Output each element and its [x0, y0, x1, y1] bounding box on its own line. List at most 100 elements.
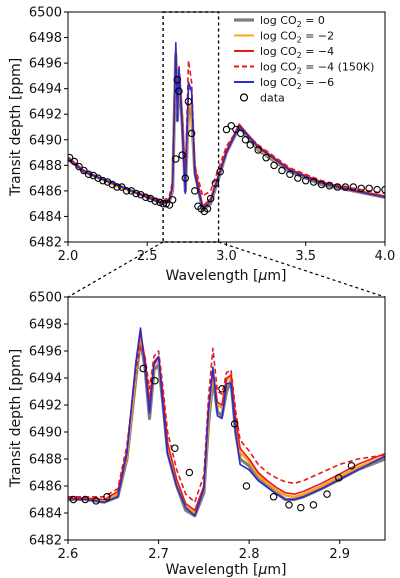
top-data-point	[373, 185, 381, 194]
legend-label-suffix: = −4 (150K)	[302, 61, 375, 74]
top-x-axis-label-post: m]	[267, 268, 286, 284]
top-y-tick-label: 6490	[29, 133, 62, 148]
top-x-tick-label: 2.0	[58, 249, 79, 264]
bottom-plot-frame	[67, 296, 386, 541]
top-data-point	[232, 125, 240, 134]
top-data-point	[333, 183, 342, 191]
top-data-point	[175, 87, 183, 95]
top-data-point	[151, 197, 159, 205]
top-data-point	[254, 146, 262, 154]
bot-y-tick-label: 6486	[29, 480, 62, 495]
top-data-point	[216, 167, 224, 176]
bot-data-point	[69, 495, 78, 504]
bottom-x-axis-label-mu: μ	[257, 562, 267, 578]
bottom-x-axis-label-post: m]	[267, 562, 286, 578]
top-data-point	[357, 184, 365, 193]
legend-label-1: log CO2 = −2	[260, 30, 334, 45]
top-x-axis-label: Wavelength [μm]	[166, 268, 287, 284]
bot-y-tick-label: 6494	[29, 372, 62, 387]
top-data-point	[294, 174, 302, 182]
top-y-tick-label: 6488	[29, 159, 62, 174]
bot-data-point	[347, 461, 356, 470]
bot-y-tick-label: 6482	[29, 534, 62, 549]
legend-label-text: log CO	[260, 30, 297, 43]
top-data-point	[173, 75, 182, 84]
top-data-point	[68, 153, 74, 162]
top-data-point	[70, 157, 79, 166]
top-plot-area	[68, 12, 385, 242]
top-data-point	[80, 166, 88, 175]
bot-x-tick-label: 2.6	[58, 547, 79, 562]
top-data-point	[241, 136, 250, 144]
top-y-tick-label: 6500	[29, 6, 62, 21]
bot-y-tick-label: 6484	[29, 507, 62, 522]
top-data-point	[262, 153, 270, 162]
bot-y-tick-label: 6496	[29, 345, 62, 360]
bot-data-point	[171, 444, 179, 452]
top-data-point	[365, 184, 373, 193]
top-data-point	[341, 183, 350, 191]
bot-y-tick-label: 6500	[29, 291, 62, 306]
legend-label-suffix: = 0	[302, 14, 325, 27]
bot-data-point	[335, 474, 343, 482]
bot-data-point	[285, 501, 293, 509]
bot-data-point	[230, 420, 239, 428]
top-data-point	[211, 179, 220, 187]
top-data-point	[286, 170, 294, 179]
top-data-point	[227, 121, 236, 130]
bot-data-point	[103, 493, 111, 501]
top-data-point	[99, 176, 107, 185]
top-data-point	[118, 183, 126, 191]
top-ticks: 2.0 2.5 3.0 3.5 4.0 6482 6484 6486 6488 6490 6492 6…	[29, 6, 395, 265]
legend-label-subscript: 2	[297, 82, 302, 91]
top-data-point	[168, 196, 177, 204]
top-data-point	[309, 178, 318, 186]
top-data-point	[270, 161, 278, 170]
top-data-point	[84, 170, 93, 179]
top-data-point	[206, 194, 215, 203]
top-y-tick-label: 6482	[29, 236, 62, 251]
panel-bottom-zoom: 2.6 2.7 2.8 2.9 6482 6484 6486 6488 6490 6492 6494…	[8, 291, 386, 578]
legend-label-subscript: 2	[297, 20, 302, 29]
legend-label-text: log CO	[260, 61, 297, 74]
legend-label-text: log CO	[260, 76, 297, 89]
bot-series-line-3	[68, 344, 385, 503]
top-data-point	[301, 176, 310, 185]
top-data-point	[278, 166, 286, 175]
bot-data-point	[81, 495, 89, 504]
bot-x-tick-label: 2.9	[329, 547, 350, 562]
bot-x-tick-label: 2.7	[148, 547, 169, 562]
legend-label-subscript: 2	[297, 36, 302, 45]
top-x-tick-label: 4.0	[375, 249, 396, 264]
legend-label-4: log CO2 = −6	[260, 76, 334, 91]
top-y-tick-label: 6498	[29, 31, 62, 46]
top-data-point	[222, 125, 231, 134]
zoom-connector-left	[67, 241, 164, 298]
top-data-point	[113, 183, 121, 191]
top-data-point	[178, 151, 186, 159]
bot-data-point	[218, 385, 226, 393]
top-data-point	[132, 189, 140, 198]
bottom-x-axis-label-pre: Wavelength [	[166, 562, 259, 578]
bot-x-tick-label: 2.8	[239, 547, 260, 562]
bot-data-point	[297, 503, 305, 512]
bottom-x-axis-label: Wavelength [μm]	[166, 562, 287, 578]
top-y-tick-label: 6494	[29, 82, 62, 97]
bot-data-point	[92, 497, 100, 505]
bottom-plot-area	[68, 297, 385, 540]
top-data-point	[122, 187, 131, 195]
top-series-group	[68, 41, 385, 216]
top-data-point	[317, 180, 326, 189]
legend-marker-data	[239, 93, 249, 102]
top-data-point	[184, 97, 193, 106]
top-data-point	[187, 129, 196, 138]
top-data-point	[237, 129, 245, 138]
bot-data-point	[185, 468, 194, 477]
bot-data-point	[242, 482, 251, 490]
top-data-point	[349, 183, 358, 191]
top-data-point	[191, 187, 199, 195]
bot-y-tick-label: 6492	[29, 399, 62, 414]
top-data-point	[141, 193, 150, 202]
